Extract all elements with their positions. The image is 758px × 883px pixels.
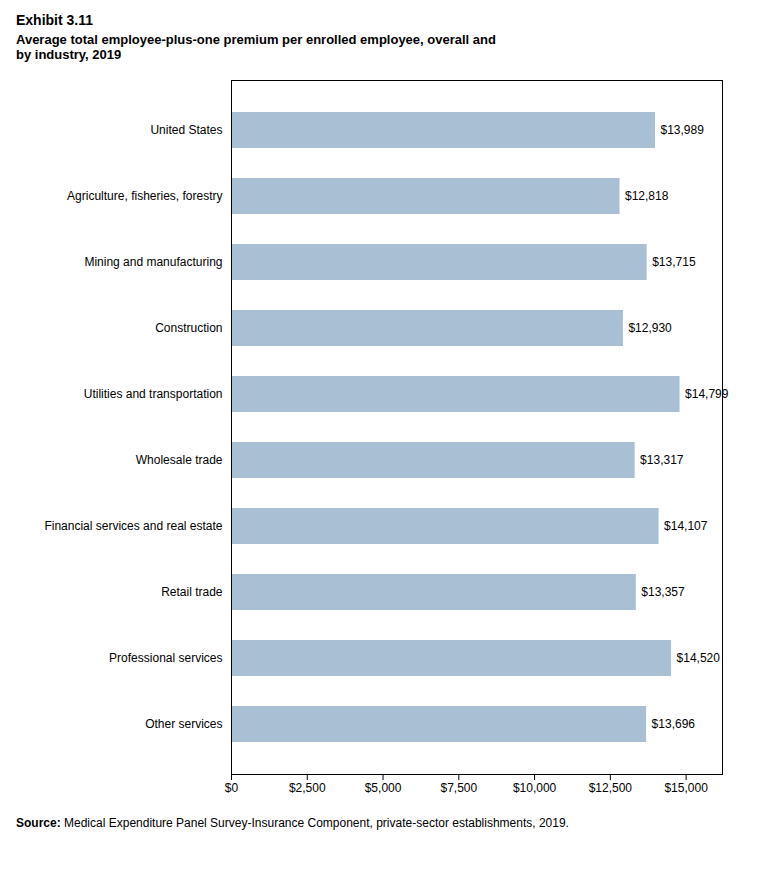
svg-text:$2,500: $2,500 [289,781,326,795]
svg-text:Utilities and transportation: Utilities and transportation [84,387,223,401]
html-text:Average total employee-plus-on: Average total employee-plus-one premium … [16,32,496,62]
svg-text:Financial services and real es: Financial services and real estate [44,519,222,533]
svg-text:$5,000: $5,000 [365,781,402,795]
svg-text:Agriculture, fisheries, forest: Agriculture, fisheries, forestry [67,189,222,203]
svg-text:Other services: Other services [145,717,222,731]
svg-text:$13,989: $13,989 [660,123,704,137]
svg-text:Professional services: Professional services [109,651,222,665]
svg-text:Retail trade: Retail trade [161,585,223,599]
svg-text:$13,715: $13,715 [652,255,696,269]
svg-text:$14,107: $14,107 [664,519,708,533]
svg-text:$13,357: $13,357 [641,585,685,599]
svg-text:$10,000: $10,000 [513,781,557,795]
svg-text:$15,000: $15,000 [664,781,708,795]
svg-text:$13,317: $13,317 [640,453,684,467]
svg-text:$14,520: $14,520 [677,651,721,665]
svg-text:$7,500: $7,500 [440,781,477,795]
svg-text:$0: $0 [225,781,239,795]
svg-text:$12,818: $12,818 [625,189,669,203]
svg-text:Construction: Construction [155,321,222,335]
svg-text:$12,500: $12,500 [589,781,633,795]
svg-text:United States: United States [150,123,222,137]
svg-text:Mining and manufacturing: Mining and manufacturing [84,255,222,269]
html-text:Exhibit 3.11: Exhibit 3.11 [16,12,93,28]
svg-text:$14,799: $14,799 [685,387,729,402]
svg-text:$12,930: $12,930 [628,321,672,335]
svg-text:$13,696: $13,696 [652,717,696,731]
html-text:Source: Medical Expenditure Pa: Source: Medical Expenditure Panel Survey… [16,816,569,830]
svg-text:Wholesale trade: Wholesale trade [136,453,223,467]
